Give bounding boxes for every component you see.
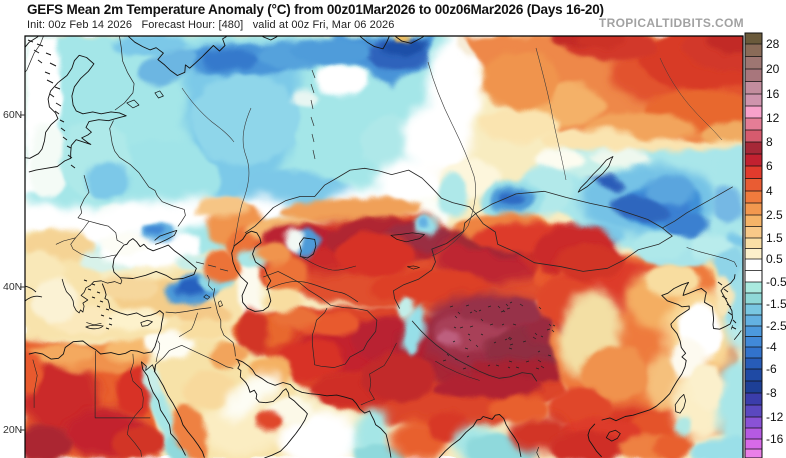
svg-text:6: 6 bbox=[766, 159, 773, 173]
svg-text:-0.5: -0.5 bbox=[766, 275, 786, 289]
svg-text:28: 28 bbox=[766, 37, 780, 51]
svg-text:-6: -6 bbox=[766, 362, 777, 376]
svg-text:8: 8 bbox=[766, 135, 773, 149]
svg-text:16: 16 bbox=[766, 87, 780, 101]
svg-text:-12: -12 bbox=[766, 410, 784, 424]
svg-text:2.5: 2.5 bbox=[766, 208, 783, 222]
svg-text:-1.5: -1.5 bbox=[766, 297, 786, 311]
svg-text:-2.5: -2.5 bbox=[766, 319, 786, 333]
svg-text:0.5: 0.5 bbox=[766, 252, 783, 266]
svg-text:-4: -4 bbox=[766, 340, 777, 354]
svg-text:1.5: 1.5 bbox=[766, 231, 783, 245]
svg-text:12: 12 bbox=[766, 111, 780, 125]
svg-text:4: 4 bbox=[766, 184, 773, 198]
svg-text:-16: -16 bbox=[766, 432, 784, 446]
svg-text:20: 20 bbox=[766, 62, 780, 76]
svg-text:-8: -8 bbox=[766, 386, 777, 400]
